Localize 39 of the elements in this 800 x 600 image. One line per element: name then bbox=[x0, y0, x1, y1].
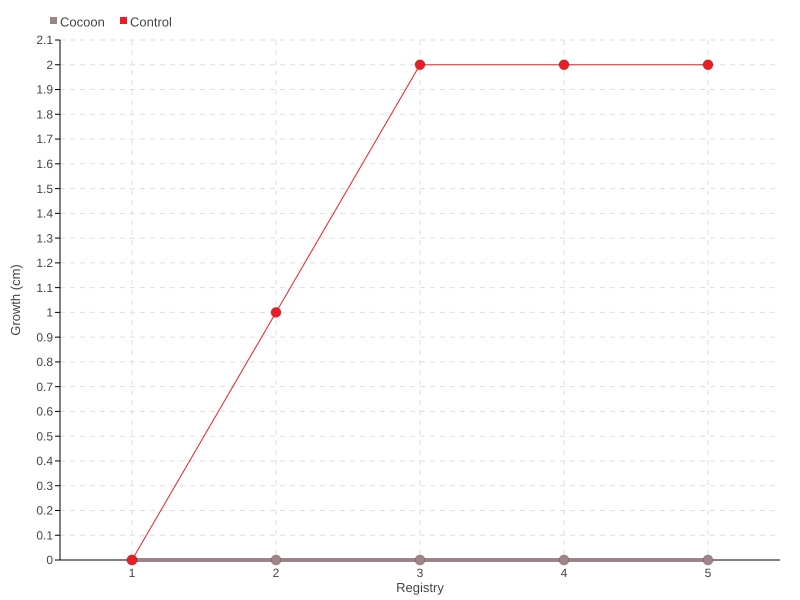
y-tick-label: 0.9 bbox=[36, 330, 54, 344]
point bbox=[414, 554, 426, 566]
y-tick-label: 1.8 bbox=[36, 107, 54, 122]
point bbox=[558, 59, 570, 70]
point bbox=[702, 59, 714, 70]
y-tick-label: 1.1 bbox=[36, 280, 54, 295]
legend-label: Control bbox=[130, 14, 172, 30]
y-tick-label: 1.3 bbox=[36, 231, 54, 246]
point bbox=[702, 554, 714, 566]
x-axis-title: Registry bbox=[396, 580, 444, 595]
y-tick-label: 1 bbox=[46, 306, 54, 320]
y-tick-label: 0 bbox=[46, 553, 54, 568]
point bbox=[270, 306, 282, 318]
y-tick-label: 1.4 bbox=[36, 206, 54, 221]
x-tick-label: 1 bbox=[128, 566, 136, 580]
y-tick-label: 0.8 bbox=[36, 355, 54, 370]
y-tick-label: 1.5 bbox=[36, 182, 54, 196]
y-tick-label: 0.1 bbox=[36, 528, 54, 542]
legend-label: Cocoon bbox=[60, 14, 105, 30]
y-axis-title: Growth (cm) bbox=[8, 264, 23, 336]
y-tick-label: 1.7 bbox=[36, 132, 54, 146]
y-tick-label: 1.9 bbox=[36, 82, 54, 97]
x-tick-label: 5 bbox=[704, 566, 712, 580]
y-tick-label: 2.1 bbox=[36, 33, 54, 48]
y-tick-label: 2 bbox=[46, 58, 54, 72]
x-tick-label: 4 bbox=[560, 566, 568, 580]
y-tick-label: 0.4 bbox=[36, 454, 54, 468]
y-tick-label: 0.2 bbox=[36, 504, 54, 518]
y-tick-label: 0.3 bbox=[36, 478, 54, 493]
y-tick-label: 0.5 bbox=[36, 429, 54, 444]
x-tick-label: 2 bbox=[272, 566, 280, 580]
x-tick-label: 3 bbox=[416, 566, 424, 580]
y-tick-label: 1.2 bbox=[36, 256, 54, 270]
point bbox=[414, 59, 426, 70]
point bbox=[270, 554, 282, 566]
point bbox=[558, 554, 570, 566]
y-tick-label: 0.7 bbox=[36, 380, 54, 394]
y-tick-label: 0.6 bbox=[36, 404, 54, 419]
y-tick-label: 1.6 bbox=[36, 157, 54, 172]
